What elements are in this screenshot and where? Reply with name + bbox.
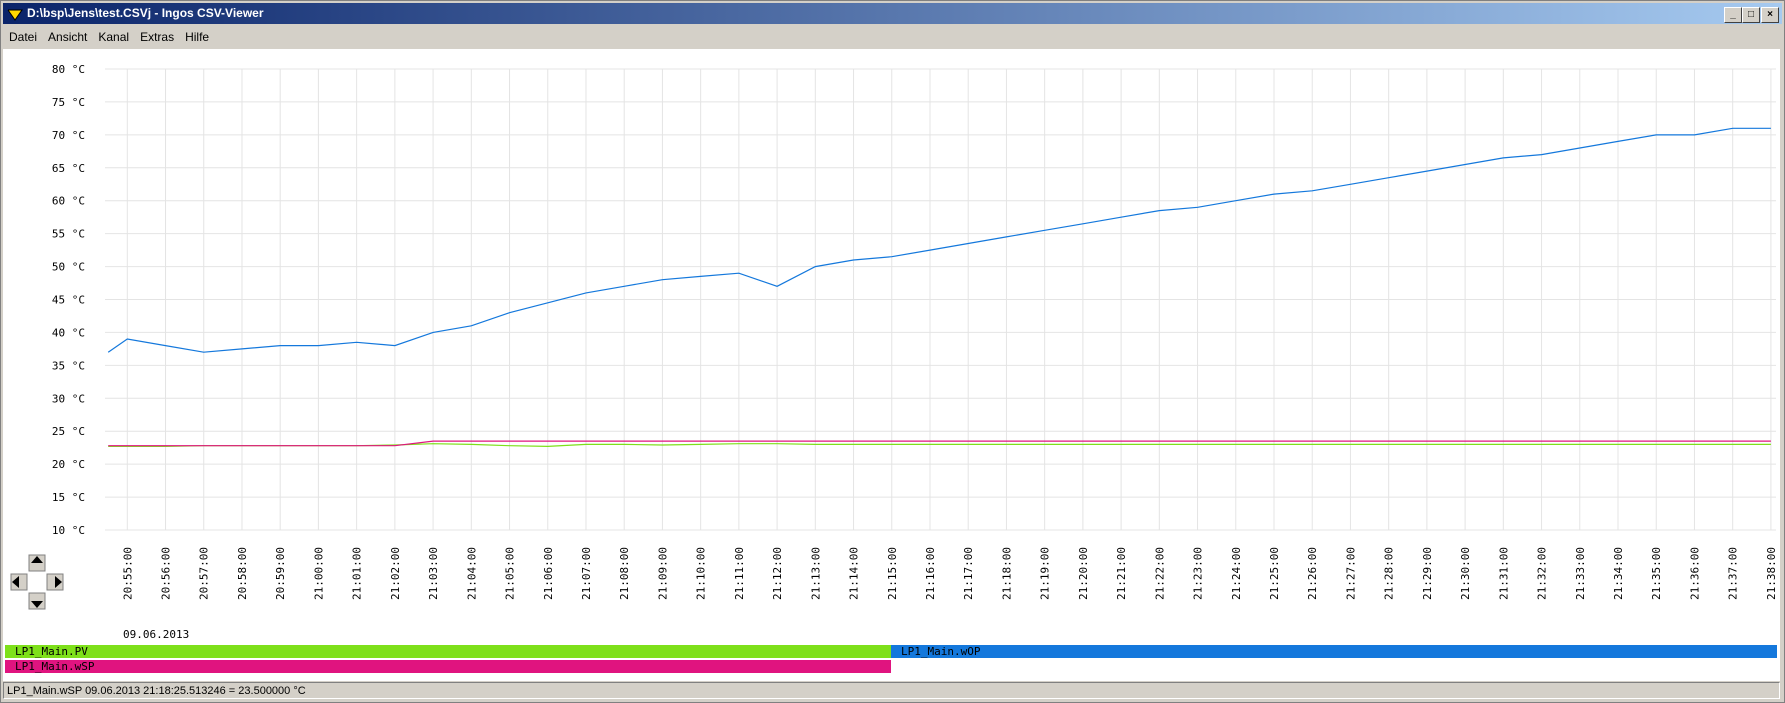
- x-tick-label: 21:33:00: [1574, 547, 1587, 600]
- x-tick-label: 21:20:00: [1077, 547, 1090, 600]
- x-tick-label: 21:34:00: [1612, 547, 1625, 600]
- y-tick-label: 50 °C: [52, 261, 85, 274]
- x-tick-label: 21:32:00: [1536, 547, 1549, 600]
- nav-arrow: [12, 576, 19, 588]
- menu-item[interactable]: Ansicht: [48, 30, 88, 44]
- x-tick-label: 21:36:00: [1688, 547, 1701, 600]
- x-tick-label: 21:10:00: [695, 547, 708, 600]
- data-line: [108, 440, 1771, 447]
- data-line: [107, 127, 1771, 353]
- x-tick-label: 21:25:00: [1268, 547, 1281, 600]
- menu-item[interactable]: Hilfe: [185, 30, 210, 44]
- chart: 10 °C 15 °C 20 °C 25 °C 30 °C 35 °C 40 °C 45 °C…: [3, 49, 1780, 681]
- menu-item[interactable]: Kanal: [98, 30, 130, 44]
- legend-swatch: [5, 645, 891, 658]
- x-tick-label: 21:17:00: [962, 547, 975, 600]
- x-tick-label: 21:14:00: [848, 547, 861, 600]
- x-tick-label: 21:05:00: [504, 547, 517, 600]
- x-tick-label: 21:18:00: [1000, 547, 1013, 600]
- status-bar: LP1_Main.wSP 09.06.2013 21:18:25.513246 …: [3, 682, 1780, 699]
- y-tick-label: 15 °C: [52, 491, 85, 504]
- x-tick-label: 20:58:00: [236, 547, 249, 600]
- x-tick-label: 21:01:00: [351, 547, 364, 600]
- x-tick-label: 20:59:00: [274, 547, 287, 600]
- x-tick-label: 21:13:00: [809, 547, 822, 600]
- x-tick-label: 21:30:00: [1459, 547, 1472, 600]
- x-tick-label: 21:09:00: [656, 547, 669, 600]
- x-tick-label: 21:07:00: [580, 547, 593, 600]
- y-tick-label: 45 °C: [52, 294, 85, 307]
- x-tick-label: 21:35:00: [1650, 547, 1663, 600]
- x-tick-label: 21:22:00: [1153, 547, 1166, 600]
- menu-bar: Datei Ansicht Kanal Extras Hilfe: [3, 26, 214, 48]
- y-tick-label: 35 °C: [52, 359, 85, 372]
- legend-label: LP1_Main.wSP: [15, 660, 95, 673]
- x-tick-label: 21:02:00: [389, 547, 402, 600]
- x-tick-label: 21:15:00: [886, 547, 899, 600]
- x-tick-label: 21:12:00: [771, 547, 784, 600]
- legend-swatch: [5, 660, 891, 673]
- x-tick-label: 21:16:00: [924, 547, 937, 600]
- y-tick-label: 55 °C: [52, 228, 85, 241]
- x-axis-label: 09.06.2013: [123, 628, 189, 641]
- x-tick-label: 21:24:00: [1230, 547, 1243, 600]
- close-button[interactable]: ×: [1761, 7, 1779, 23]
- menu-item[interactable]: Extras: [140, 30, 175, 44]
- y-tick-label: 75 °C: [52, 96, 85, 109]
- x-tick-label: 21:37:00: [1727, 547, 1740, 600]
- y-tick-label: 70 °C: [52, 129, 85, 142]
- x-tick-label: 21:27:00: [1344, 547, 1357, 600]
- x-tick-label: 21:28:00: [1383, 547, 1396, 600]
- x-tick-label: 21:03:00: [427, 547, 440, 600]
- y-tick-label: 60 °C: [52, 195, 85, 208]
- maximize-button[interactable]: □: [1742, 7, 1760, 23]
- x-tick-label: 21:08:00: [618, 547, 631, 600]
- y-tick-label: 65 °C: [52, 162, 85, 175]
- x-tick-label: 21:31:00: [1497, 547, 1510, 600]
- x-tick-label: 21:11:00: [733, 547, 746, 600]
- y-tick-label: 20 °C: [52, 458, 85, 471]
- nav-arrow: [55, 576, 62, 588]
- legend-label: LP1_Main.PV: [15, 645, 88, 658]
- x-tick-label: 20:55:00: [121, 547, 134, 600]
- y-tick-label: 80 °C: [52, 63, 85, 76]
- x-tick-label: 21:26:00: [1306, 547, 1319, 600]
- menu-item[interactable]: Datei: [9, 30, 38, 44]
- y-tick-label: 25 °C: [52, 425, 85, 438]
- app-icon: [7, 9, 23, 21]
- x-tick-label: 21:06:00: [542, 547, 555, 600]
- y-tick-label: 40 °C: [52, 326, 85, 339]
- x-tick-label: 21:19:00: [1039, 547, 1052, 600]
- x-tick-label: 21:29:00: [1421, 547, 1434, 600]
- legend-swatch: [891, 645, 1777, 658]
- y-tick-label: 10 °C: [52, 524, 85, 537]
- x-tick-label: 20:56:00: [160, 547, 173, 600]
- x-tick-label: 21:04:00: [465, 547, 478, 600]
- window-title: D:\bsp\Jens\test.CSVj - Ingos CSV-Viewer: [27, 6, 264, 20]
- x-tick-label: 21:38:00: [1765, 547, 1778, 600]
- nav-arrow: [31, 601, 43, 608]
- title-bar: D:\bsp\Jens\test.CSVj - Ingos CSV-Viewer…: [3, 3, 1782, 24]
- x-tick-label: 20:57:00: [198, 547, 211, 600]
- legend-label: LP1_Main.wOP: [901, 645, 981, 658]
- minimize-button[interactable]: _: [1724, 7, 1742, 23]
- y-tick-label: 30 °C: [52, 392, 85, 405]
- navigation-buttons[interactable]: [10, 554, 64, 610]
- x-tick-label: 21:21:00: [1115, 547, 1128, 600]
- nav-arrow: [31, 556, 43, 563]
- x-tick-label: 21:23:00: [1192, 547, 1205, 600]
- x-tick-label: 21:00:00: [312, 547, 325, 600]
